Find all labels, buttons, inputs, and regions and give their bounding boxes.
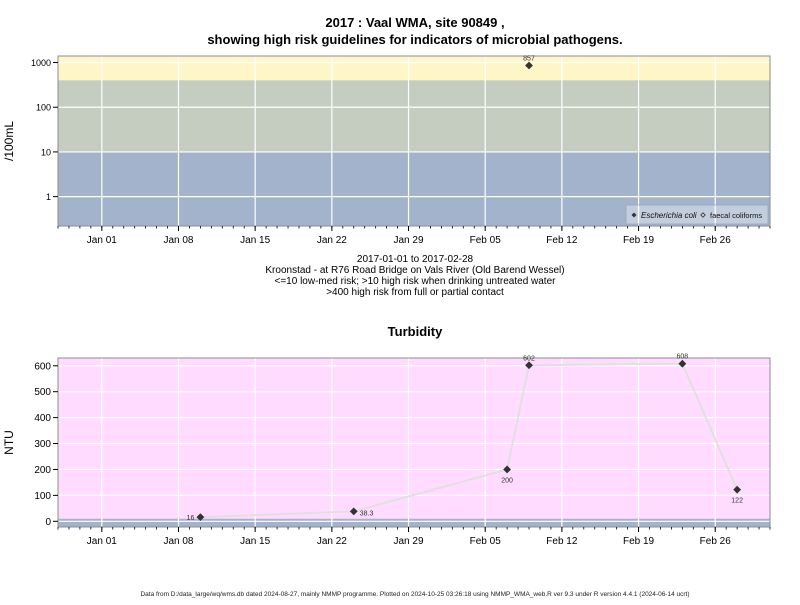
chart1-y-axis-label: /100mL [2, 121, 16, 161]
chart2-plot-frame [57, 357, 771, 528]
chart1-x-tick-label: Feb 26 [700, 235, 732, 246]
chart2-x-tick-label: Jan 08 [163, 536, 193, 547]
chart1-x-tick-label: Feb 19 [623, 235, 655, 246]
footer-text: Data from D:/data_large/wq/wms.db dated … [140, 591, 689, 598]
chart2-data-label: 122 [731, 498, 743, 505]
chart2-risk-band [58, 518, 770, 527]
chart2-data-point [733, 485, 742, 494]
chart1-y-tick-label: 1000 [31, 58, 51, 68]
legend-marker-ecoli [631, 212, 637, 218]
chart2-data-label: 16 [187, 515, 195, 522]
chart2-data-label: 602 [523, 355, 535, 362]
chart2-x-tick-label: Jan 15 [240, 536, 270, 547]
chart2-x-tick-label: Jan 29 [394, 536, 424, 547]
caption-line-4: >400 high risk from full or partial cont… [326, 287, 504, 298]
chart2-y-tick-label: 600 [34, 361, 51, 372]
chart1-title-line1: 2017 : Vaal WMA, site 90849 , [325, 15, 504, 30]
legend-box [625, 204, 769, 225]
chart2-title: Turbidity [388, 324, 443, 339]
chart1-x-tick-label: Feb 05 [470, 235, 502, 246]
chart1-plot-frame [57, 55, 771, 227]
chart1-risk-band [58, 151, 770, 226]
chart1-x-tick-label: Jan 08 [163, 235, 193, 246]
chart2-y-tick-label: 100 [34, 491, 51, 502]
chart2-y-tick-label: 200 [34, 465, 51, 476]
legend-marker-faecal [700, 212, 706, 218]
chart2-x-tick-label: Feb 26 [700, 536, 732, 547]
caption-line-2: Kroonstad - at R76 Road Bridge on Vals R… [265, 265, 564, 276]
caption-line-3: <=10 low-med risk; >10 high risk when dr… [275, 276, 557, 287]
chart2-data-label: 38.3 [360, 510, 374, 517]
chart2-plot-area: 0 100 200 300 400 500 600 Jan 01 Jan 08 Jan 15 Jan… [2, 354, 771, 547]
chart2-data-point [525, 361, 533, 370]
chart2-x-tick-label: Feb 19 [623, 536, 655, 547]
chart1-x-tick-label: Feb 12 [546, 235, 578, 246]
chart1-x-tick-label: Jan 22 [317, 235, 347, 246]
chart2-y-tick-label: 400 [34, 413, 51, 424]
chart2-data-label: 200 [501, 477, 513, 484]
chart1-y-tick-label: 100 [36, 103, 51, 113]
chart1-y-tick-label: 10 [41, 147, 51, 157]
chart1-data-label: 857 [523, 56, 535, 63]
chart2-data-point [503, 465, 512, 474]
caption-line-1: 2017-01-01 to 2017-02-28 [357, 254, 474, 265]
chart1-title-line2: showing high risk guidelines for indicat… [207, 32, 622, 47]
chart2-data-label: 608 [677, 354, 689, 361]
chart2-x-tick-label: Jan 01 [87, 536, 117, 547]
chart2-y-axis-label: NTU [2, 430, 16, 455]
legend-label-faecal: faecal coliforms [710, 211, 762, 220]
chart2-data-point [349, 507, 358, 516]
chart1-legend: Escherichia coli faecal coliforms [625, 204, 769, 225]
chart2-data-point [196, 513, 205, 522]
chart2-x-tick-label: Feb 05 [470, 536, 502, 547]
chart1-data-point [525, 61, 533, 70]
chart1-risk-band [58, 56, 770, 81]
chart2-series-line [200, 362, 739, 519]
chart1-x-tick-label: Jan 15 [240, 235, 270, 246]
chart2-risk-band [58, 358, 770, 519]
chart1-y-tick-label: 1 [46, 192, 51, 202]
legend-label-ecoli: Escherichia coli [641, 211, 697, 220]
chart1-x-tick-label: Jan 29 [394, 235, 424, 246]
chart1-risk-band [58, 80, 770, 152]
chart2-y-tick-label: 500 [34, 387, 51, 398]
chart2-data-point [678, 359, 687, 368]
chart1-x-tick-label: Jan 01 [87, 235, 117, 246]
chart2-y-tick-label: 0 [45, 517, 51, 528]
chart1-plot-area: 1 10 100 1000 Jan 01 Jan 08 Jan 15 Jan 22 Jan 29… [2, 55, 771, 246]
chart2-x-tick-label: Feb 12 [546, 536, 578, 547]
chart2-y-tick-label: 300 [34, 439, 51, 450]
chart2-x-tick-label: Jan 22 [317, 536, 347, 547]
